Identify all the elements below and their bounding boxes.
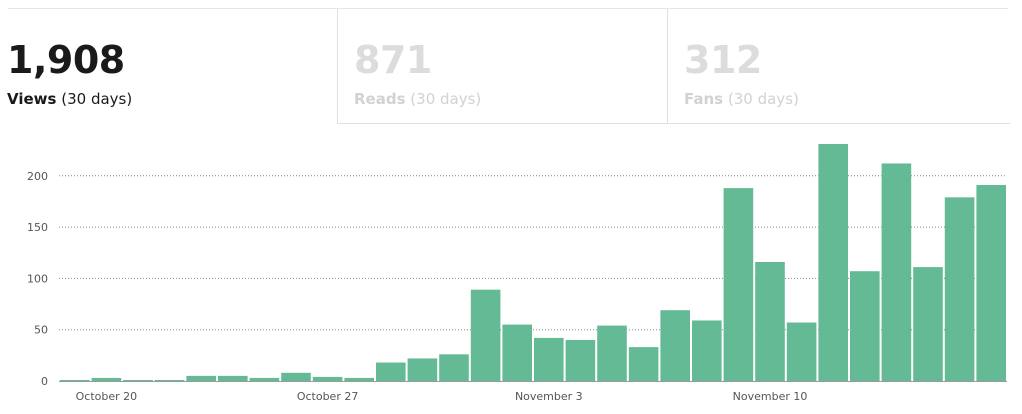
bar[interactable] bbox=[154, 379, 185, 381]
bar[interactable] bbox=[407, 358, 438, 381]
bar[interactable] bbox=[818, 143, 848, 381]
bar[interactable] bbox=[281, 372, 311, 381]
x-tick-label: November 3 bbox=[515, 390, 583, 403]
fans-label-name: Fans bbox=[684, 90, 724, 108]
bar[interactable] bbox=[249, 377, 280, 381]
reads-label-period: (30 days) bbox=[410, 90, 482, 108]
top-divider bbox=[8, 8, 1008, 9]
bar[interactable] bbox=[186, 375, 216, 381]
bar[interactable] bbox=[786, 322, 817, 381]
y-tick-label: 100 bbox=[27, 272, 48, 285]
bar[interactable] bbox=[944, 197, 975, 381]
fans-stat-tab[interactable]: 312 Fans (30 days) bbox=[667, 9, 1010, 124]
bar[interactable] bbox=[597, 325, 627, 381]
fans-label-period: (30 days) bbox=[727, 90, 799, 108]
reads-label-name: Reads bbox=[354, 90, 406, 108]
reads-stat-tab[interactable]: 871 Reads (30 days) bbox=[337, 9, 668, 124]
x-tick-label: October 27 bbox=[297, 390, 359, 403]
bar[interactable] bbox=[976, 185, 1006, 381]
bar[interactable] bbox=[439, 354, 469, 381]
bar[interactable] bbox=[565, 339, 596, 381]
bar[interactable] bbox=[881, 163, 912, 381]
x-tick-label: November 10 bbox=[733, 390, 808, 403]
y-tick-label: 50 bbox=[34, 324, 48, 337]
bar[interactable] bbox=[60, 379, 90, 381]
reads-label: Reads (30 days) bbox=[354, 89, 481, 109]
bar[interactable] bbox=[534, 337, 564, 381]
bar[interactable] bbox=[850, 271, 880, 381]
fans-label: Fans (30 days) bbox=[684, 89, 799, 109]
views-stat-tab[interactable]: 1,908 Views (30 days) bbox=[0, 9, 337, 123]
bar[interactable] bbox=[660, 310, 690, 381]
y-tick-label: 150 bbox=[27, 221, 48, 234]
reads-count: 871 bbox=[354, 38, 432, 82]
bar[interactable] bbox=[470, 289, 501, 381]
bar[interactable] bbox=[628, 347, 659, 381]
bar[interactable] bbox=[502, 324, 532, 381]
bar[interactable] bbox=[376, 362, 406, 381]
views-label: Views (30 days) bbox=[7, 89, 132, 109]
x-tick-label: October 20 bbox=[76, 390, 138, 403]
bar[interactable] bbox=[692, 320, 722, 381]
bar[interactable] bbox=[218, 375, 248, 381]
fans-count: 312 bbox=[684, 38, 762, 82]
bar[interactable] bbox=[312, 376, 343, 381]
bar[interactable] bbox=[755, 261, 785, 381]
y-tick-label: 0 bbox=[41, 375, 48, 388]
views-label-name: Views bbox=[7, 90, 57, 108]
views-count: 1,908 bbox=[7, 38, 125, 82]
views-label-period: (30 days) bbox=[61, 90, 133, 108]
bar[interactable] bbox=[344, 377, 374, 381]
y-tick-label: 200 bbox=[27, 170, 48, 183]
bar[interactable] bbox=[723, 188, 754, 381]
bar[interactable] bbox=[91, 377, 122, 381]
stats-tabs: 1,908 Views (30 days) 871 Reads (30 days… bbox=[0, 9, 1022, 124]
bar[interactable] bbox=[123, 379, 153, 381]
bar[interactable] bbox=[913, 267, 943, 381]
